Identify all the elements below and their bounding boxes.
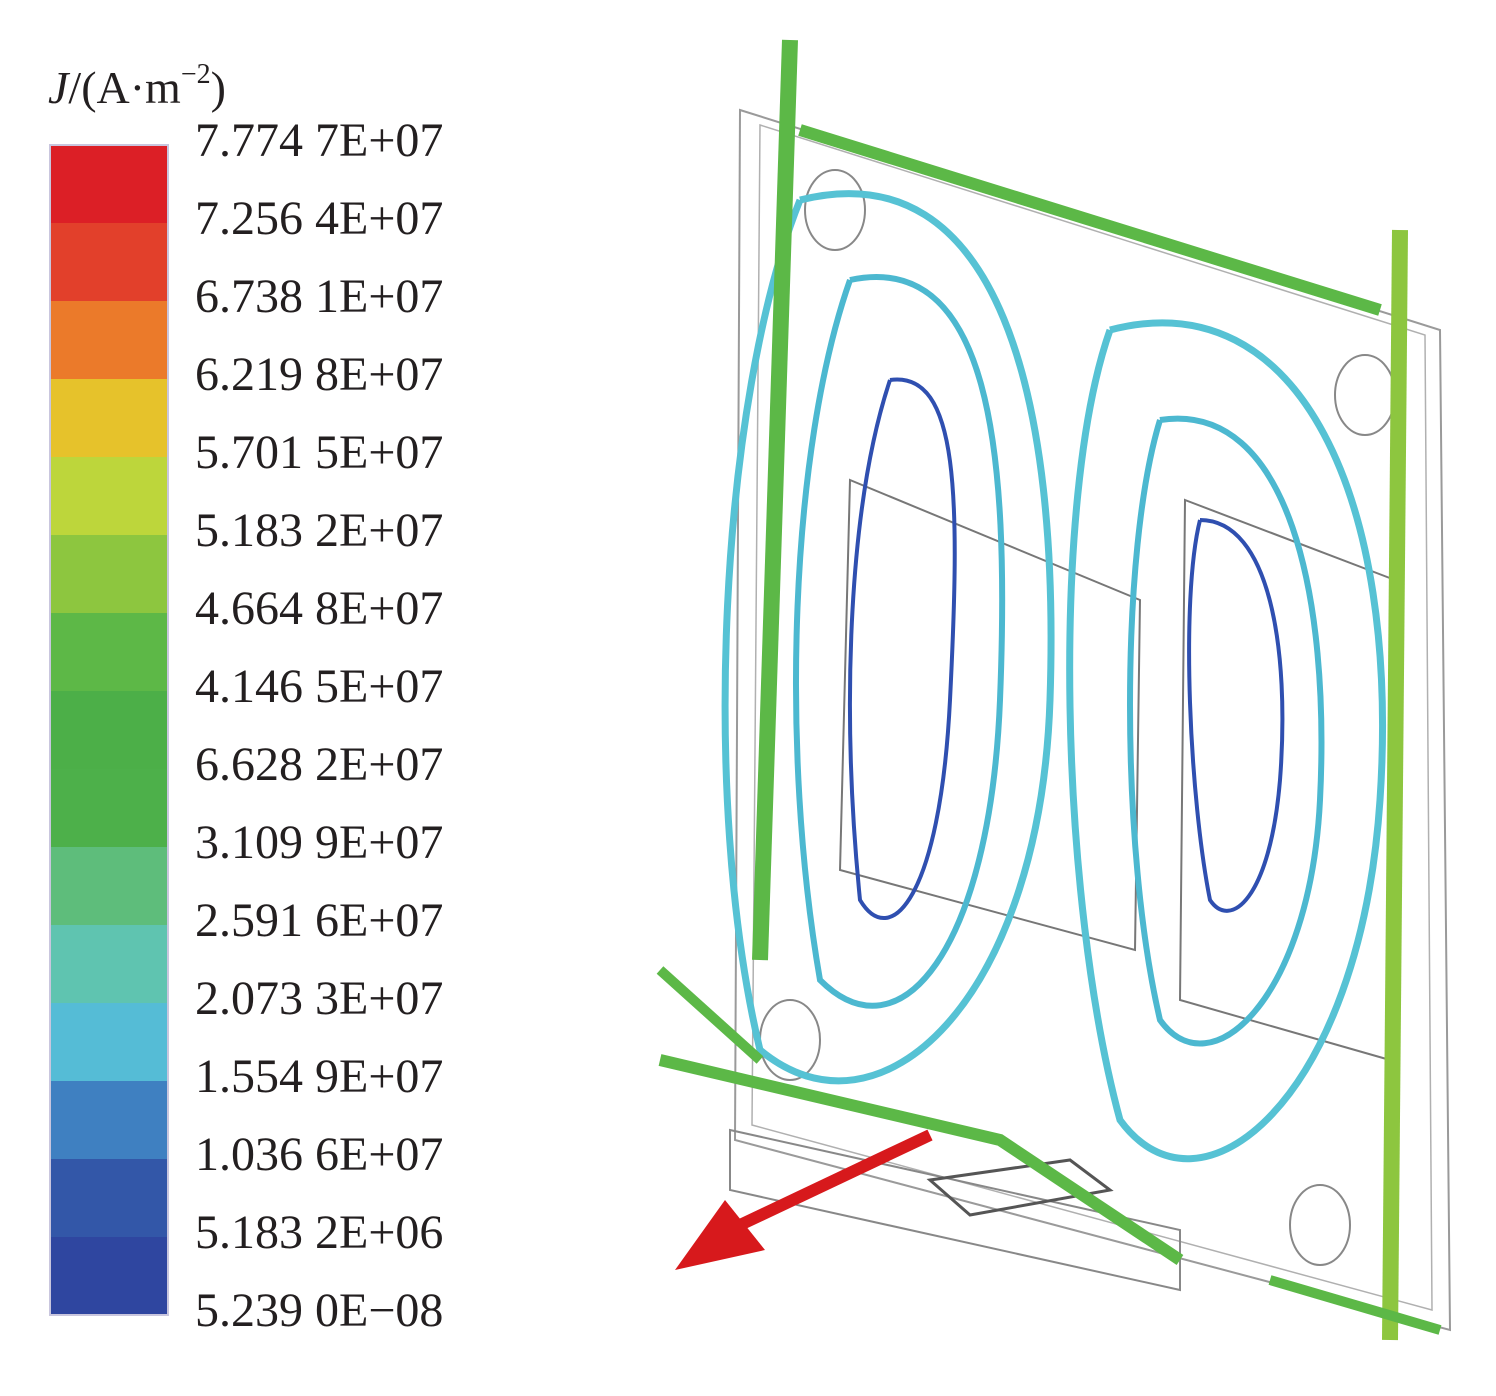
color-band <box>50 223 168 302</box>
colorbar-label: 7.774 7E+07 <box>195 114 443 167</box>
color-band <box>50 691 168 770</box>
colorbar-label: 5.701 5E+07 <box>195 426 443 479</box>
edge-current <box>1268 1275 1442 1335</box>
board-outline-inner <box>751 123 1433 1311</box>
color-band <box>50 847 168 926</box>
colorbar-frame <box>49 144 169 1316</box>
colorbar-label: 6.738 1E+07 <box>195 270 443 323</box>
color-band <box>50 1159 168 1238</box>
edge-current <box>1382 229 1408 1341</box>
colorbar-label: 4.146 5E+07 <box>195 660 443 713</box>
color-band <box>50 457 168 536</box>
color-band <box>50 379 168 458</box>
legend-title-close: ) <box>211 62 226 113</box>
edge-current <box>658 1054 1184 1265</box>
current-loop <box>1066 319 1386 1163</box>
colorbar-label: 6.219 8E+07 <box>195 348 443 401</box>
color-band <box>50 301 168 380</box>
legend-title-symbol: J <box>48 62 71 113</box>
legend-title: J/(A·m−2) <box>48 59 226 113</box>
edge-current <box>752 39 798 961</box>
hole <box>1334 354 1396 436</box>
legend-title-unit: /(A·m <box>68 62 181 113</box>
current-loop <box>1187 518 1285 913</box>
legend-title-exponent: −2 <box>181 59 211 90</box>
color-band <box>50 925 168 1004</box>
hole <box>804 169 866 251</box>
colorbar-label: 4.664 8E+07 <box>195 582 443 635</box>
axis-arrow <box>737 1129 933 1231</box>
colorbar-label: 6.628 2E+07 <box>195 738 443 791</box>
color-band <box>50 613 168 692</box>
color-band <box>50 1237 168 1316</box>
current-loop <box>1127 415 1325 1047</box>
color-band <box>50 1003 168 1082</box>
colorbar-label: 2.073 3E+07 <box>195 972 443 1025</box>
colorbar-label: 7.256 4E+07 <box>195 192 443 245</box>
edge-current <box>798 124 1382 316</box>
colorbar-label: 5.183 2E+07 <box>195 504 443 557</box>
colorbar-label: 2.591 6E+07 <box>195 894 443 947</box>
component <box>838 478 1142 952</box>
color-band <box>50 145 168 224</box>
current-loop <box>721 190 1055 1085</box>
color-band <box>50 1081 168 1160</box>
colorbar-label: 5.183 2E+06 <box>195 1206 443 1259</box>
colorbar: 7.774 7E+07 7.256 4E+07 6.738 1E+07 6.219 8… <box>49 114 443 1337</box>
current-loop <box>793 274 1006 1009</box>
colorbar-label: 1.554 9E+07 <box>195 1050 443 1103</box>
hole <box>1289 1184 1351 1266</box>
axis-arrow-head <box>675 1200 765 1270</box>
connector <box>729 1128 1181 1292</box>
edge-current <box>656 966 764 1064</box>
colorbar-label: 3.109 9E+07 <box>195 816 443 869</box>
colorbar-label: 1.036 6E+07 <box>195 1128 443 1181</box>
current-loop <box>848 377 957 920</box>
pad <box>926 1158 1114 1217</box>
color-band <box>50 535 168 614</box>
component <box>1178 498 1397 1062</box>
colorbar-label: 5.239 0E−08 <box>195 1284 443 1337</box>
color-band <box>50 769 168 848</box>
vector-field-image <box>656 39 1452 1341</box>
